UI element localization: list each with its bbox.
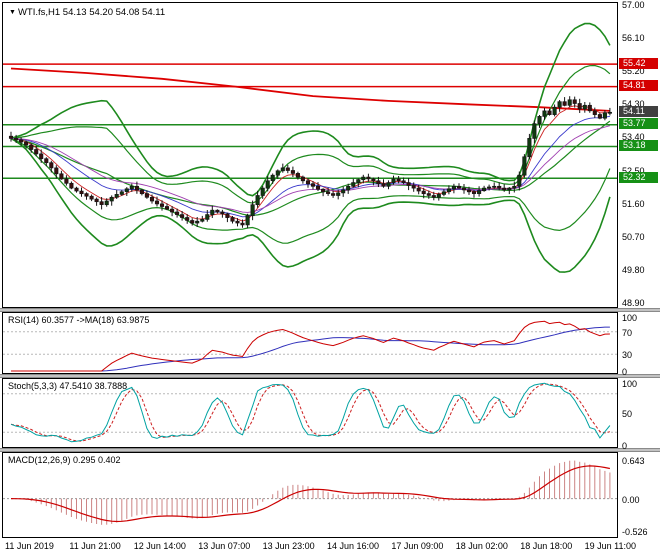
time-label: 11 Jun 2019 <box>5 541 54 551</box>
instrument-marker-icon: ▼ <box>9 9 16 16</box>
candlestick-chart[interactable] <box>3 3 617 307</box>
rsi-label: RSI(14) 60.3577 ->MA(18) 63.9875 <box>8 315 150 325</box>
price-badge: 54.11 <box>619 105 658 117</box>
price-tick: 53.40 <box>622 132 645 143</box>
price-tick: 52.50 <box>622 165 645 176</box>
price-tick: 55.20 <box>622 66 645 77</box>
stoch-tick: 100 <box>622 379 638 389</box>
price-badge: 53.77 <box>619 118 658 130</box>
time-label: 13 Jun 07:00 <box>198 541 251 551</box>
rsi-tick: 70 <box>622 327 633 338</box>
panel-splitter[interactable] <box>0 308 660 312</box>
panel-splitter[interactable] <box>0 374 660 378</box>
rsi-tick: 30 <box>622 350 633 361</box>
chart-title: ▼ WTI.fs,H1 54.13 54.20 54.08 54.11 <box>9 7 165 18</box>
rsi-tick: 100 <box>622 313 638 323</box>
price-badge: 52.32 <box>619 171 658 183</box>
stoch-tick: 50 <box>622 409 633 419</box>
stochastic-chart[interactable] <box>3 379 617 447</box>
macd-tick: -0.526 <box>622 526 648 537</box>
stochastic-label: Stoch(5,3,3) 47.5410 38.7888 <box>8 381 128 391</box>
time-label: 18 Jun 18:00 <box>520 541 573 551</box>
panel-splitter[interactable] <box>0 448 660 452</box>
price-tick: 57.00 <box>622 0 645 10</box>
macd-tick: 0.00 <box>622 494 640 505</box>
time-label: 11 Jun 21:00 <box>69 541 121 551</box>
macd-label: MACD(12,26,9) 0.295 0.402 <box>8 455 121 465</box>
main-price-panel[interactable]: ▼ WTI.fs,H1 54.13 54.20 54.08 54.11 <box>2 2 618 308</box>
price-tick: 56.10 <box>622 33 645 44</box>
price-tick: 50.70 <box>622 231 645 242</box>
rsi-panel[interactable]: RSI(14) 60.3577 ->MA(18) 63.9875 <box>2 312 618 374</box>
time-label: 18 Jun 02:00 <box>455 541 508 551</box>
time-label: 12 Jun 14:00 <box>133 541 186 551</box>
time-label: 14 Jun 16:00 <box>327 541 380 551</box>
time-label: 17 Jun 09:00 <box>391 541 444 551</box>
price-tick: 48.90 <box>622 298 645 308</box>
rsi-chart[interactable] <box>3 313 617 373</box>
price-tick: 51.60 <box>622 198 645 209</box>
macd-chart[interactable] <box>3 453 617 537</box>
time-label: 13 Jun 23:00 <box>262 541 315 551</box>
price-badge: 54.81 <box>619 80 658 92</box>
price-tick: 54.30 <box>622 99 645 110</box>
time-label: 19 Jun 11:00 <box>584 541 636 551</box>
macd-panel[interactable]: MACD(12,26,9) 0.295 0.402 <box>2 452 618 538</box>
price-badge: 53.18 <box>619 140 658 152</box>
stochastic-panel[interactable]: Stoch(5,3,3) 47.5410 38.7888 <box>2 378 618 448</box>
macd-tick: 0.643 <box>622 455 645 466</box>
price-tick: 49.80 <box>622 264 645 275</box>
chart-title-text: WTI.fs,H1 54.13 54.20 54.08 54.11 <box>17 7 166 18</box>
price-badge: 55.42 <box>619 57 658 69</box>
